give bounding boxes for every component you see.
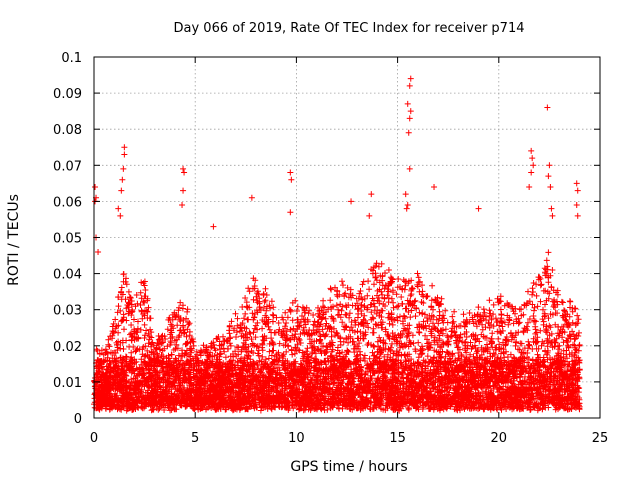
roti-outlier-point — [121, 144, 128, 151]
roti-outlier-point — [406, 165, 413, 172]
roti-outlier-point — [121, 151, 128, 158]
roti-outlier-point — [407, 75, 414, 82]
data-points — [91, 75, 583, 414]
roti-outlier-point — [407, 108, 414, 115]
chart-title: Day 066 of 2019, Rate Of TEC Index for r… — [174, 21, 525, 36]
y-axis-label: ROTI / TECUs — [6, 194, 22, 286]
roti-outlier-point — [210, 223, 217, 230]
roti-outlier-point — [573, 202, 580, 209]
y-tick-label: 0.05 — [53, 232, 82, 247]
roti-outlier-point — [180, 165, 187, 172]
y-tick-labels: 0 0.01 0.02 0.03 0.04 0.05 0.06 0.07 0.08 0.09 0.1 — [53, 51, 82, 427]
x-tick-label: 0 — [90, 431, 98, 446]
roti-outlier-point — [120, 165, 127, 172]
roti-outlier-point — [402, 191, 409, 198]
roti-outlier-point — [404, 202, 411, 209]
roti-outlier-point — [366, 212, 373, 219]
roti-outlier-point — [547, 183, 554, 190]
axis-ticks — [93, 56, 601, 419]
y-tick-label: 0.04 — [53, 268, 82, 283]
y-tick-label: 0 — [74, 412, 82, 427]
roti-outlier-point — [406, 115, 413, 122]
roti-outlier-point — [95, 248, 102, 255]
roti-outlier-point — [404, 100, 411, 107]
x-tick-label: 5 — [191, 431, 199, 446]
roti-outlier-point — [179, 202, 186, 209]
roti-outlier-point — [405, 129, 412, 136]
x-axis-label: GPS time / hours — [290, 459, 407, 475]
roti-outlier-point — [181, 169, 188, 176]
y-tick-label: 0.02 — [53, 340, 82, 355]
y-tick-label: 0.09 — [53, 87, 82, 102]
roti-outlier-point — [119, 176, 126, 183]
roti-outlier-point — [573, 180, 580, 187]
roti-outlier-point — [529, 155, 536, 162]
roti-outlier-point — [180, 187, 187, 194]
roti-outlier-point — [287, 209, 294, 216]
y-tick-label: 0.01 — [53, 376, 82, 391]
roti-outlier-point — [288, 176, 295, 183]
roti-outlier-point — [548, 205, 555, 212]
roti-outlier-point — [92, 183, 99, 190]
roti-outlier-point — [287, 169, 294, 176]
roti-outlier-point — [115, 205, 122, 212]
roti-outlier-point — [530, 162, 537, 169]
x-tick-label: 15 — [389, 431, 406, 446]
roti-point-cloud — [91, 249, 583, 414]
roti-outlier-point — [545, 173, 552, 180]
roti-outlier-point — [526, 183, 533, 190]
roti-outlier-point — [431, 183, 438, 190]
roti-outlier-point — [117, 212, 124, 219]
x-tick-label: 20 — [491, 431, 508, 446]
roti-outlier-point — [549, 212, 556, 219]
x-tick-label: 25 — [592, 431, 609, 446]
x-tick-label: 10 — [288, 431, 305, 446]
x-tick-labels: 0 5 10 15 20 25 — [90, 431, 608, 446]
roti-outlier-point — [544, 104, 551, 111]
roti-outlier-point — [528, 169, 535, 176]
y-tick-label: 0.1 — [61, 51, 82, 66]
roti-outlier-point — [248, 194, 255, 201]
roti-outlier-point — [546, 162, 553, 169]
roti-outlier-point — [368, 191, 375, 198]
y-tick-label: 0.03 — [53, 304, 82, 319]
y-tick-label: 0.08 — [53, 123, 82, 138]
y-tick-label: 0.06 — [53, 195, 82, 210]
y-tick-label: 0.07 — [53, 159, 82, 174]
roti-outlier-point — [406, 82, 413, 89]
roti-outlier-point — [403, 205, 410, 212]
roti-outlier-point — [574, 187, 581, 194]
roti-outlier-point — [475, 205, 482, 212]
roti-outlier-point — [528, 147, 535, 154]
roti-outlier-point — [118, 187, 125, 194]
roti-outlier-point — [348, 198, 355, 205]
roti-outlier-point — [574, 212, 581, 219]
